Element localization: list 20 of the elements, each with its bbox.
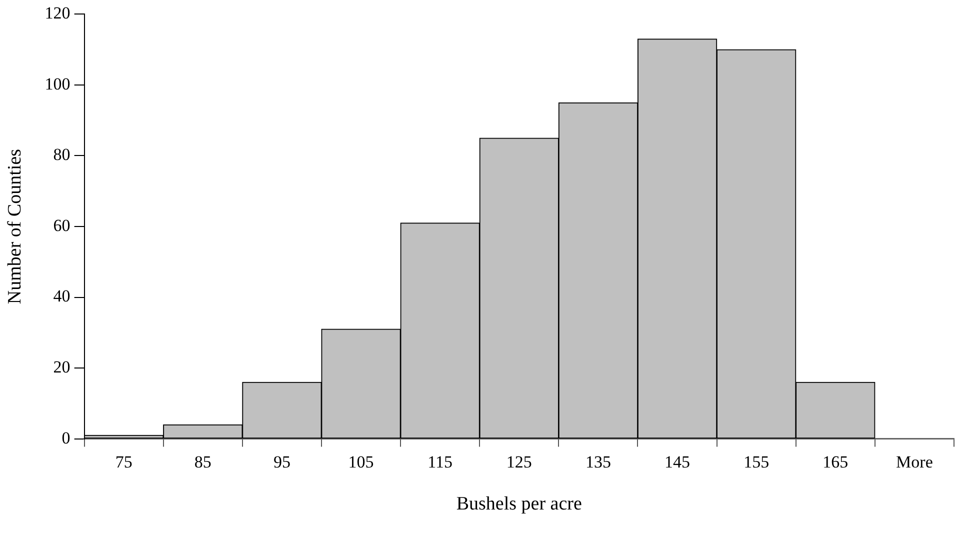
- y-tick-label: 20: [53, 358, 70, 376]
- x-tick-label: 75: [115, 452, 132, 472]
- y-tick-label: 100: [44, 74, 70, 94]
- y-tick-label: 60: [53, 216, 70, 235]
- y-tick-label: 80: [53, 145, 70, 164]
- x-tick-label: 145: [664, 452, 690, 472]
- x-tick-label: 95: [273, 452, 290, 472]
- y-tick-label: 40: [53, 286, 70, 306]
- x-tick-label: 105: [348, 452, 374, 472]
- y-tick-label: 120: [44, 4, 70, 23]
- x-axis-title: Bushels per acre: [456, 494, 582, 515]
- x-tick-label: 155: [744, 452, 770, 472]
- y-axis-title: Number of Counties: [4, 148, 26, 304]
- x-tick-label: 115: [428, 452, 453, 472]
- x-tick-label: 85: [194, 452, 212, 472]
- x-tick-label: 125: [506, 452, 532, 472]
- x-tick-label: 135: [585, 452, 611, 472]
- x-tick-label: 165: [822, 452, 848, 472]
- x-tick-label: More: [896, 452, 933, 472]
- y-tick-label: 0: [62, 428, 70, 448]
